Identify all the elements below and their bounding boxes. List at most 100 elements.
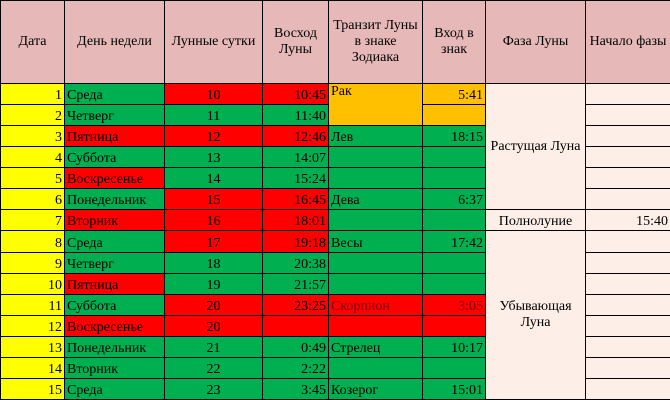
sign-cell: Дева [328, 188, 423, 211]
moonrise-cell: 12:46 [262, 125, 329, 148]
sign-cell: Скорпион [328, 293, 423, 316]
weekday-cell: Вторник [64, 209, 165, 232]
date-cell: 1 [0, 82, 65, 106]
table-row: 6 Понедельник 15 16:45 Дева 6:37 [0, 188, 670, 211]
phase-start-cell [585, 335, 670, 358]
entry-cell: 10:17 [422, 335, 486, 358]
entry-cell: 18:15 [422, 125, 486, 148]
lunar-day-cell: 20 [164, 314, 263, 337]
weekday-cell: Понедельник [64, 335, 165, 358]
lunar-day-cell: 17 [164, 230, 263, 253]
date-cell: 13 [0, 335, 65, 358]
weekday-cell: Среда [64, 230, 165, 253]
phase-start-cell [585, 82, 670, 106]
lunar-day-cell: 18 [164, 251, 263, 274]
phase-start-cell [585, 146, 670, 169]
moonrise-cell: 11:40 [262, 104, 329, 127]
date-cell: 5 [0, 167, 65, 190]
sign-cell: Лев [328, 125, 423, 148]
date-cell: 2 [0, 104, 65, 127]
entry-cell [422, 314, 486, 337]
entry-cell [422, 167, 486, 190]
weekday-cell: Четверг [64, 251, 165, 274]
entry-cell [422, 146, 486, 169]
table-row: 10 Пятница 19 21:57 [0, 272, 670, 295]
entry-cell: 5:41 [422, 82, 486, 106]
moonrise-cell: 2:22 [262, 356, 329, 379]
lunar-day-cell: 23 [164, 377, 263, 400]
date-cell: 12 [0, 314, 65, 337]
moonrise-cell: 16:45 [262, 188, 329, 211]
phase-waning: Убывающая Луна [485, 230, 586, 400]
date-cell: 8 [0, 230, 65, 253]
entry-cell: 6:37 [422, 188, 486, 211]
table-row: 4 Суббота 13 14:07 [0, 146, 670, 169]
moonrise-cell: 21:57 [262, 272, 329, 295]
header-phase: Фаза Луны [485, 0, 586, 84]
sign-cell [328, 167, 423, 190]
phase-full: Полнолуние [485, 209, 586, 232]
table-row: 11 Суббота 20 23:25 Скорпион 3:05 [0, 293, 670, 316]
phase-start-cell [585, 251, 670, 274]
lunar-day-cell: 20 [164, 293, 263, 316]
table-row: 3 Пятница 12 12:46 Лев 18:15 [0, 125, 670, 148]
moonrise-cell: 15:24 [262, 167, 329, 190]
entry-cell [422, 272, 486, 295]
date-cell: 6 [0, 188, 65, 211]
weekday-cell: Суббота [64, 293, 165, 316]
header-entry: Вход в знак [422, 0, 486, 84]
table-row: 7 Вторник 16 18:01 Полнолуние 15:40 [0, 209, 670, 232]
date-cell: 15 [0, 377, 65, 400]
phase-start-cell [585, 230, 670, 253]
moonrise-cell: 14:07 [262, 146, 329, 169]
moonrise-cell: 19:18 [262, 230, 329, 253]
weekday-cell: Четверг [64, 104, 165, 127]
sign-cell: Козерог [328, 377, 423, 400]
weekday-cell: Пятница [64, 272, 165, 295]
sign-cell [328, 251, 423, 274]
phase-start-cell [585, 314, 670, 337]
weekday-cell: Понедельник [64, 188, 165, 211]
header-lunar-day: Лунные сутки [164, 0, 263, 84]
header-phase-start: Начало фазы [585, 0, 670, 84]
table-row: 1 Среда 10 10:45 Рак 5:41 Растущая Луна [0, 82, 670, 211]
weekday-cell: Воскресенье [64, 167, 165, 190]
header-weekday: День недели [64, 0, 165, 84]
entry-cell [422, 104, 486, 127]
sign-cell [328, 272, 423, 295]
lunar-day-cell: 22 [164, 356, 263, 379]
moonrise-cell: 18:01 [262, 209, 329, 232]
header-transit: Транзит Луны в знаке Зодиака [328, 0, 423, 84]
table-row: 9 Четверг 18 20:38 [0, 251, 670, 274]
lunar-day-cell: 16 [164, 209, 263, 232]
header-date: Дата [0, 0, 65, 84]
phase-start-cell [585, 104, 670, 127]
lunar-day-cell: 13 [164, 146, 263, 169]
phase-start-cell [585, 167, 670, 190]
lunar-day-cell: 10 [164, 82, 263, 106]
phase-start-cell [585, 377, 670, 400]
date-cell: 9 [0, 251, 65, 274]
entry-cell: 15:01 [422, 377, 486, 400]
lunar-day-cell: 19 [164, 272, 263, 295]
phase-start-cell [585, 356, 670, 379]
phase-waxing: Растущая Луна [485, 82, 586, 211]
lunar-day-cell: 12 [164, 125, 263, 148]
entry-cell: 17:42 [422, 230, 486, 253]
table-row: 2 Четверг 11 11:40 [0, 104, 670, 127]
phase-start-cell [585, 272, 670, 295]
table-row: 15 Среда 23 3:45 Козерог 15:01 [0, 377, 670, 400]
weekday-cell: Вторник [64, 356, 165, 379]
lunar-day-cell: 14 [164, 167, 263, 190]
weekday-cell: Воскресенье [64, 314, 165, 337]
lunar-day-cell: 21 [164, 335, 263, 358]
date-cell: 7 [0, 209, 65, 232]
sign-cell [328, 209, 423, 232]
moonrise-cell: 23:25 [262, 293, 329, 316]
phase-start-cell [585, 188, 670, 211]
entry-cell: 3:05 [422, 293, 486, 316]
header-moonrise: Восход Луны [262, 0, 329, 84]
weekday-cell: Суббота [64, 146, 165, 169]
date-cell: 10 [0, 272, 65, 295]
header-row: Дата День недели Лунные сутки Восход Лун… [0, 0, 670, 84]
